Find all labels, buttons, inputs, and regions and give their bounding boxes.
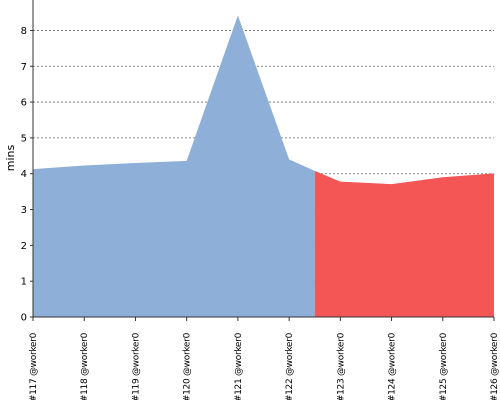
y-tick-label: 2 [21,241,27,252]
y-tick-label: 5 [21,133,27,144]
area-series-1 [33,15,315,318]
area-series-2 [314,170,494,317]
x-tick-label: #119 @worker0 [131,332,141,400]
x-tick-label: #123 @worker0 [336,332,346,400]
y-tick-label: 1 [21,277,27,288]
x-tick-labels: #117 @worker0 #118 @worker0 #119 @worker0 #… [29,317,500,400]
x-tick-label: #120 @worker0 [183,332,193,400]
y-tick-label: 0 [21,313,27,324]
x-tick-label: #126 @worker0 [490,332,500,400]
y-tick-label: 3 [21,205,27,216]
axes [32,0,494,318]
y-tick-label: 8 [21,26,27,37]
y-tick-label: 4 [21,169,27,180]
x-tick-label: #121 @worker0 [234,332,244,400]
x-tick-label: #124 @worker0 [388,332,398,400]
y-tick-labels: 0 1 2 3 4 5 6 7 8 [21,26,33,324]
x-tick-label: #118 @worker0 [80,332,90,400]
x-tick-label: #117 @worker0 [29,332,39,400]
y-axis-title: mins [4,144,17,171]
area-series [33,15,494,318]
y-tick-label: 6 [21,98,27,109]
x-tick-label: #125 @worker0 [439,332,449,400]
y-tick-label: 7 [21,62,27,73]
x-tick-label: #122 @worker0 [285,332,295,400]
